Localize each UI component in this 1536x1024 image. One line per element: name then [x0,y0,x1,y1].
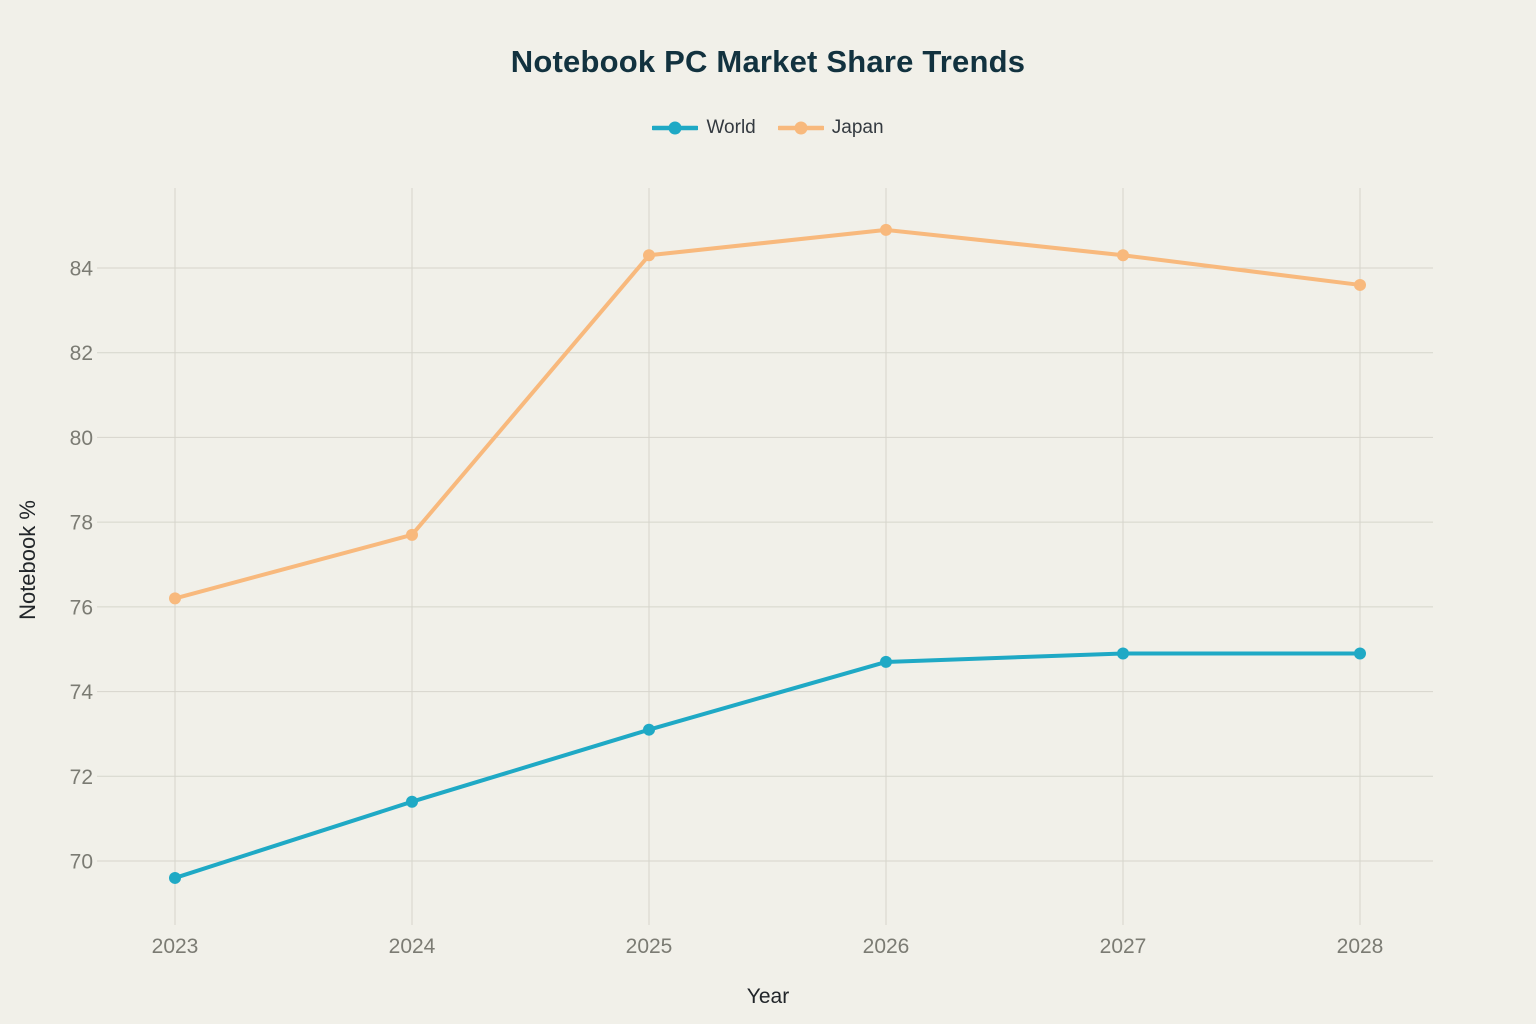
y-axis-title: Notebook % [15,500,40,620]
world-line-marker-icon [652,121,699,135]
japan-line-series[interactable] [173,227,1362,601]
chart-title: Notebook PC Market Share Trends [510,44,1026,79]
x-tick-label-2024: 2024 [389,935,436,958]
legend-label-japan: Japan [831,117,884,138]
y-tick-label-84: 84 [70,258,94,281]
y-tick-label-76: 76 [70,596,93,619]
x-tick-label-2028: 2028 [1337,935,1384,958]
x-tick-label-2027: 2027 [1100,935,1147,958]
japan-point-2025[interactable] [643,249,655,262]
world-point-2025[interactable] [643,723,655,736]
y-tick-label-82: 82 [70,342,93,365]
legend-item-world[interactable]: World [652,117,756,139]
japan-point-2027[interactable] [1117,249,1129,262]
y-tick-label-72: 72 [70,766,93,789]
japan-point-2026[interactable] [880,223,892,236]
japan-point-2028[interactable] [1354,278,1366,291]
legend-item-japan[interactable]: Japan [777,117,884,139]
x-tick-label-2025: 2025 [626,935,673,958]
x-tick-label-2023: 2023 [152,935,199,958]
world-point-2026[interactable] [880,655,892,668]
japan-point-2024[interactable] [406,528,418,541]
world-point-2027[interactable] [1117,647,1129,660]
world-line-series[interactable] [173,651,1362,880]
legend-label-world: World [706,117,756,138]
x-tick-label-2026: 2026 [863,935,910,958]
x-axis-title: Year [746,985,790,1008]
japan-line-marker-icon [777,121,824,135]
world-point-2023[interactable] [169,871,181,884]
legend: World Japan [0,117,1536,139]
series-layer [169,223,1366,884]
world-point-2024[interactable] [406,795,418,808]
y-tick-label-70: 70 [70,851,93,874]
grid-layer [97,188,1433,925]
y-tick-label-80: 80 [70,427,93,450]
japan-point-2023[interactable] [169,592,181,605]
world-point-2028[interactable] [1354,647,1366,660]
y-tick-label-74: 74 [70,681,94,704]
y-tick-label-78: 78 [70,512,93,535]
tick-layer: 70 72 74 76 78 80 82 84 2023 2024 2025 2026 2027 2028 [70,258,1384,958]
